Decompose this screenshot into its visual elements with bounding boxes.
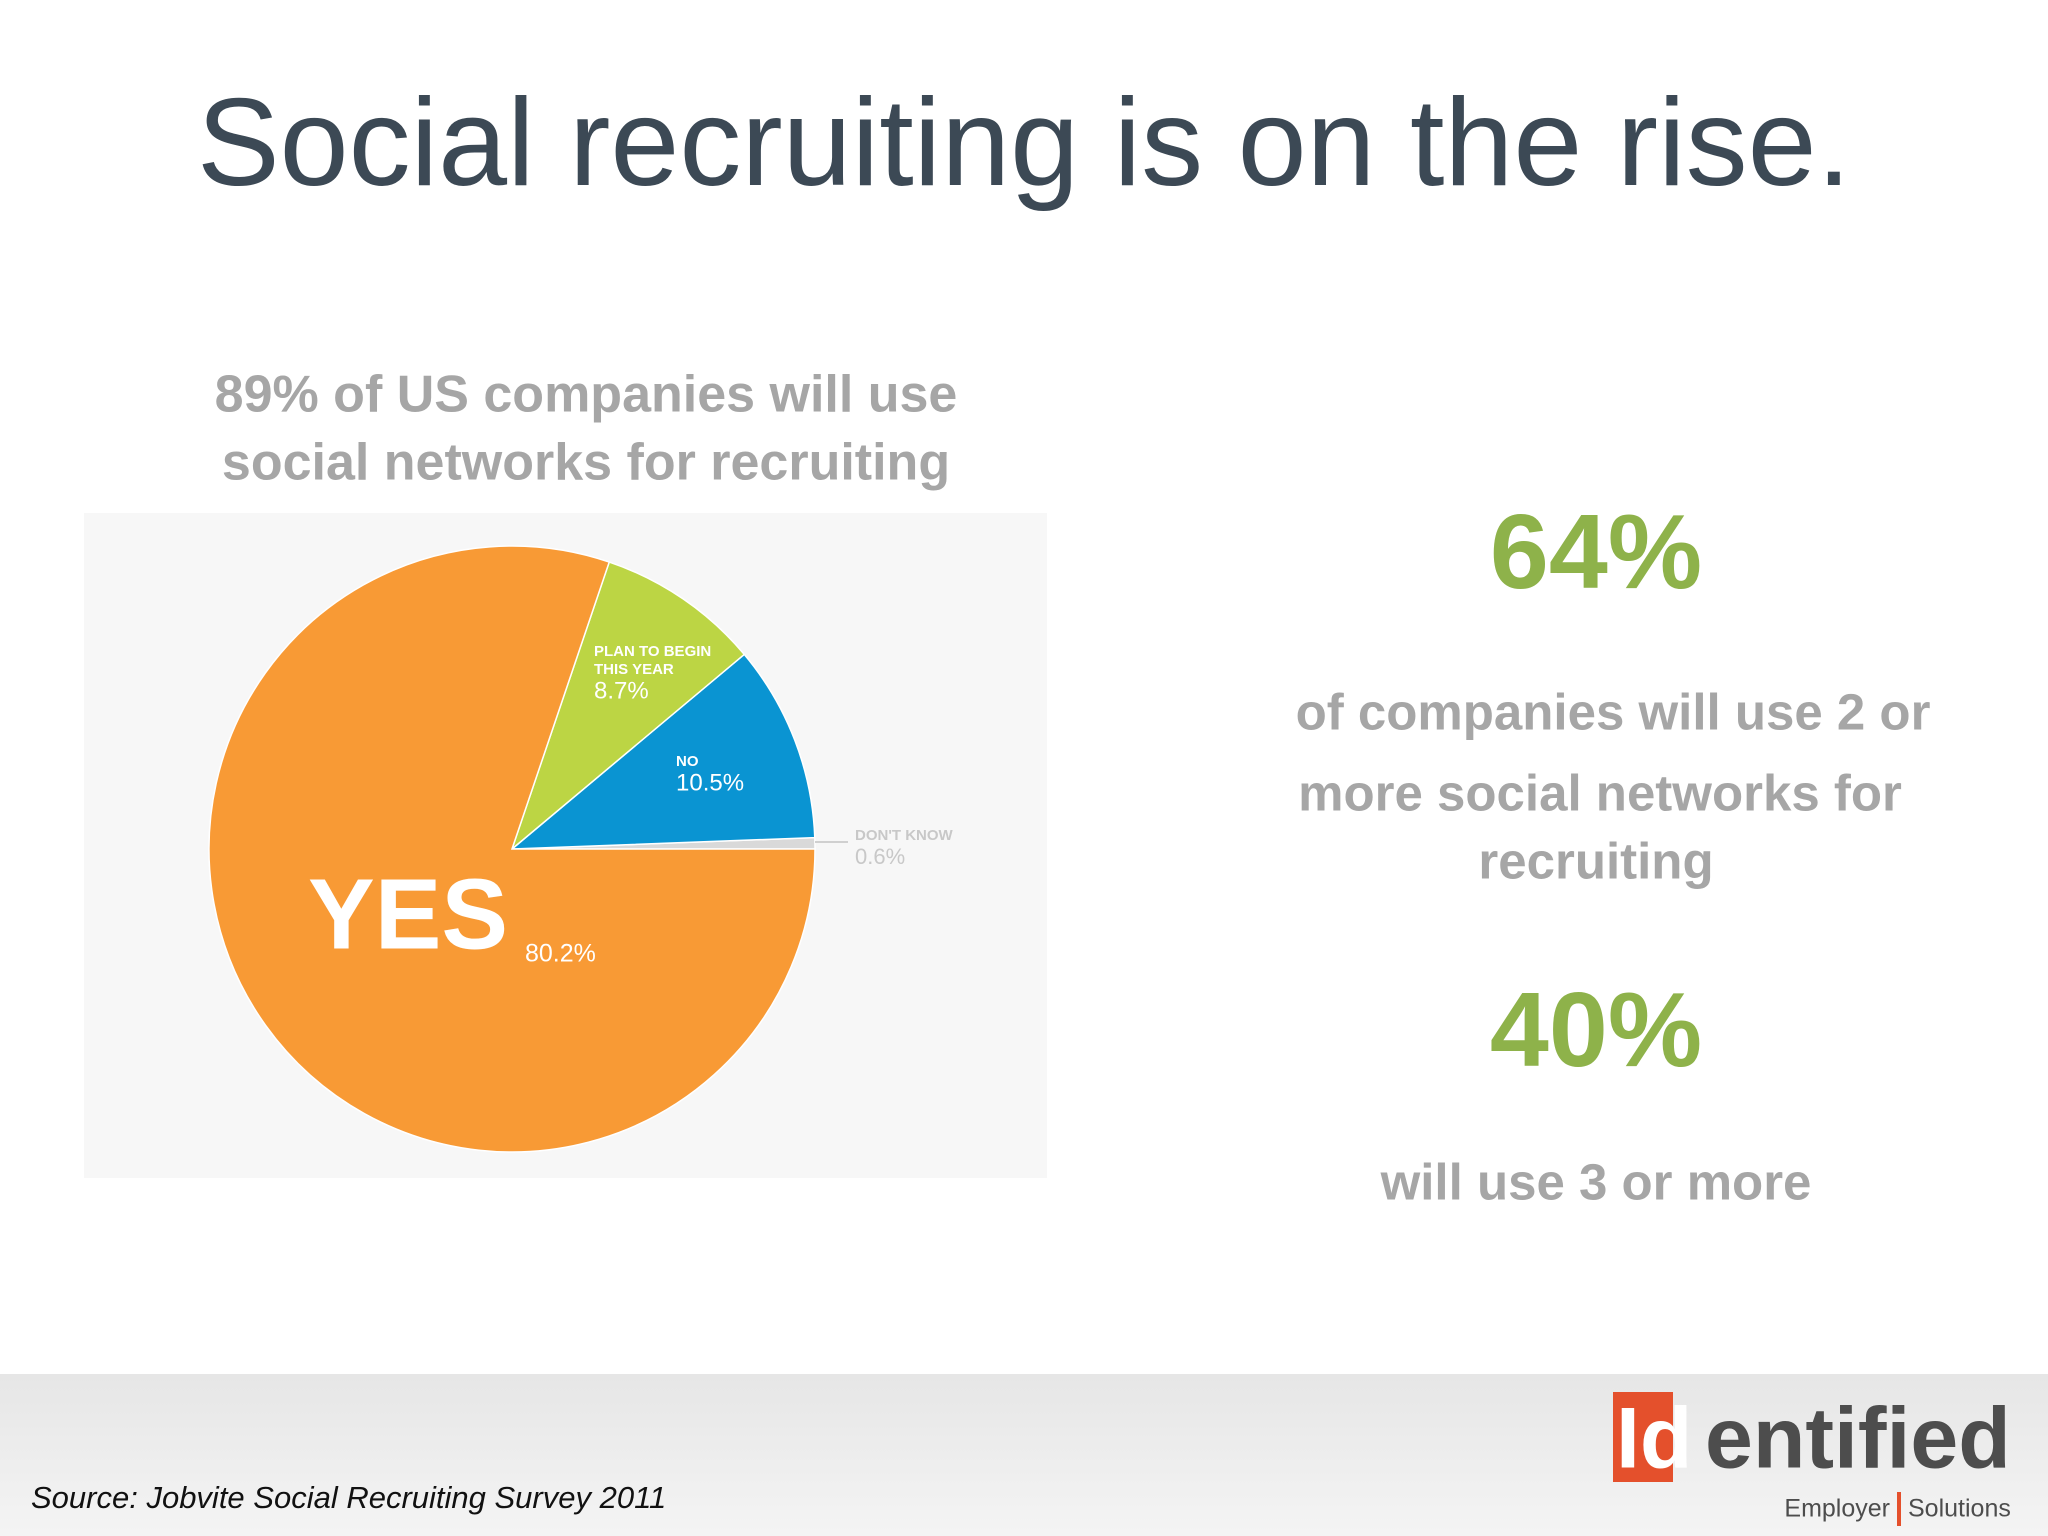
stat-text: recruiting (1478, 832, 1713, 889)
pie-slice (510, 561, 746, 852)
slice-category-label: YES (308, 858, 508, 970)
logo-tagline: Employer (1784, 1495, 1890, 1523)
logo-divider (1897, 1492, 1901, 1526)
subtitle: 89% of US companies will use (215, 366, 958, 424)
pie-slice (509, 653, 816, 850)
slice-value-label: 80.2% (525, 940, 596, 968)
logo-mark-box (1613, 1392, 1673, 1482)
stat-text: will use 3 or more (1380, 1153, 1812, 1210)
stat-text: of companies will use 2 or (1296, 683, 1931, 740)
stat-figure: 64% (1490, 493, 1702, 611)
slice-category-label: NO (676, 753, 699, 770)
logo-mark: Id (1616, 1391, 1692, 1487)
stat-figure: 40% (1490, 971, 1702, 1089)
logo-name: entified (1705, 1391, 2011, 1487)
source-note: Source: Jobvite Social Recruiting Survey… (31, 1480, 666, 1515)
stat-text: more social networks for (1298, 764, 1902, 821)
slice-value-label: 0.6% (855, 844, 905, 869)
slice-value-label: 10.5% (676, 769, 744, 796)
footer-band (0, 1374, 2048, 1536)
slice-value-label: 8.7% (594, 677, 649, 704)
subtitle: social networks for recruiting (222, 434, 950, 492)
slide-title: Social recruiting is on the rise. (197, 74, 1851, 212)
pie-slice (208, 545, 816, 1153)
slice-category-label: DON'T KNOW (855, 827, 954, 844)
logo-tagline: Solutions (1908, 1495, 2011, 1523)
slice-category-label: PLAN TO BEGIN THIS YEAR (594, 643, 711, 678)
